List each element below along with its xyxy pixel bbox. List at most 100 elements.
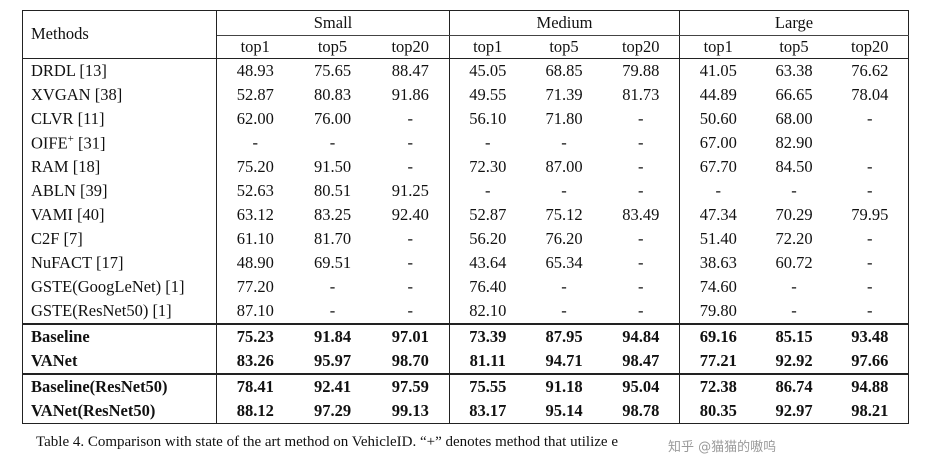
score-cell: 93.48 — [831, 323, 910, 349]
score-cell: - — [791, 180, 797, 200]
score-cell: 68.85 — [545, 60, 583, 80]
score-cell: - — [329, 276, 336, 296]
score-cell: 88.12 — [216, 399, 294, 424]
table-row: GSTE(GoogLeNet) [1] 77.20- -76.40- -74.60- - — [22, 275, 910, 299]
method-name: ABLN [39] — [22, 179, 217, 203]
subheader-top5: top5 — [293, 35, 372, 59]
score-cell: 91.86 — [371, 83, 450, 107]
score-cell: - — [371, 299, 450, 324]
score-cell: 79.95 — [831, 203, 910, 227]
score-cell: 83.25 — [313, 204, 352, 224]
score-cell: - — [602, 299, 681, 324]
subheader-top20: top20 — [831, 35, 910, 59]
score-cell: 94.71 — [545, 350, 583, 370]
score-cell: 73.39 — [449, 323, 526, 349]
score-cell: 43.64 — [469, 252, 507, 272]
score-cell: - — [602, 179, 681, 203]
table-row: OIFE+ [31] - - - - - -67.00 82.90 — [22, 131, 910, 155]
score-cell: 78.04 — [831, 83, 910, 107]
score-cell: - — [371, 155, 450, 179]
score-cell: 82.90 — [775, 132, 813, 152]
score-cell: 75.12 — [545, 204, 583, 224]
results-table-body: DRDL [13] 48.93 75.65 88.47 45.05 68.85 79.88 4… — [22, 58, 910, 424]
score-cell: 79.88 — [602, 58, 681, 83]
score-cell: 61.10 — [236, 228, 274, 248]
method-name: NuFACT [17] — [22, 251, 217, 275]
subheader-top20: top20 — [602, 35, 681, 59]
method-name: Baseline — [22, 323, 217, 349]
table-row: XVGAN [38] 52.87 80.83 91.86 49.55 71.39 81.73… — [22, 83, 910, 107]
method-name: VANet — [22, 349, 217, 374]
score-cell: 72.20 — [775, 228, 813, 248]
score-cell: - — [831, 107, 910, 131]
score-cell: - — [561, 276, 567, 296]
score-cell: 81.11 — [469, 350, 506, 370]
table-row: CLVR [11] 62.00 76.00-56.10 71.80-50.60 68.0… — [22, 107, 910, 131]
score-cell: 60.72 — [775, 252, 813, 272]
results-table-container: Methods Small Medium Large top1 top5 top… — [22, 10, 910, 424]
method-name: CLVR [11] — [22, 107, 217, 131]
score-cell: 87.10 — [236, 300, 274, 320]
score-cell: 99.13 — [371, 399, 450, 424]
score-cell: 52.87 — [469, 204, 507, 224]
table-row: GSTE(ResNet50) [1] 87.10- -82.10- -79.80- - — [22, 299, 910, 324]
score-cell: - — [831, 155, 910, 179]
table-row: Baseline 75.23 91.84 97.01 73.39 87.95 94.84 69… — [22, 323, 910, 349]
score-cell: 67.70 — [699, 156, 737, 176]
score-cell: 83.49 — [602, 203, 681, 227]
score-cell: - — [831, 275, 910, 299]
score-cell: 75.23 — [216, 323, 294, 349]
score-cell: - — [831, 179, 910, 203]
table-row: DRDL [13] 48.93 75.65 88.47 45.05 68.85 79.88 4… — [22, 58, 910, 83]
method-name: GSTE(ResNet50) [1] — [22, 299, 217, 324]
score-cell: 95.97 — [313, 350, 352, 370]
score-cell: 76.62 — [831, 58, 910, 83]
score-cell: 38.63 — [699, 252, 737, 272]
score-cell: - — [485, 132, 491, 152]
score-cell: 69.51 — [313, 252, 352, 272]
score-cell: 95.04 — [602, 373, 681, 399]
score-cell: 76.00 — [313, 108, 352, 128]
score-cell: - — [791, 276, 797, 296]
score-cell: 74.60 — [699, 276, 737, 296]
subheader-top5: top5 — [525, 35, 603, 59]
score-cell: 72.38 — [679, 373, 757, 399]
score-cell: 83.26 — [236, 350, 274, 370]
score-cell: 97.59 — [371, 373, 450, 399]
score-cell: 77.21 — [699, 350, 737, 370]
score-cell: 97.29 — [293, 399, 372, 424]
score-cell: - — [485, 180, 491, 200]
score-cell: 75.55 — [449, 373, 526, 399]
score-cell: 98.21 — [831, 399, 910, 424]
method-name: DRDL [13] — [22, 58, 217, 83]
score-cell: 92.92 — [775, 350, 813, 370]
score-cell: - — [602, 227, 681, 251]
score-cell: - — [791, 300, 797, 320]
method-name: VAMI [40] — [22, 203, 217, 227]
method-name: RAM [18] — [22, 155, 217, 179]
score-cell: 83.17 — [449, 399, 526, 424]
score-cell: 68.00 — [775, 108, 813, 128]
table-row: VANet 83.26 95.97 98.70 81.11 94.71 98.47 77.21… — [22, 349, 910, 374]
score-cell: 65.34 — [545, 252, 583, 272]
score-cell — [831, 131, 910, 155]
score-cell: 91.84 — [293, 323, 372, 349]
score-cell: 80.83 — [313, 84, 352, 104]
table-caption: Table 4. Comparison with state of the ar… — [36, 434, 618, 450]
score-cell: - — [371, 251, 450, 275]
score-cell: 56.20 — [469, 228, 507, 248]
score-cell: 92.41 — [293, 373, 372, 399]
score-cell: 44.89 — [699, 84, 737, 104]
methods-header: Methods — [22, 10, 217, 59]
score-cell: 91.18 — [525, 373, 603, 399]
score-cell: 62.00 — [236, 108, 274, 128]
score-cell: - — [561, 132, 567, 152]
score-cell: 50.60 — [699, 108, 737, 128]
subheader-top1: top1 — [216, 35, 294, 59]
table-row: VAMI [40] 63.12 83.25 92.40 52.87 75.12 83.49 4… — [22, 203, 910, 227]
score-cell: - — [602, 107, 681, 131]
score-cell: - — [371, 275, 450, 299]
method-name: C2F [7] — [22, 227, 217, 251]
score-cell: 95.14 — [525, 399, 603, 424]
score-cell: 79.80 — [699, 300, 737, 320]
